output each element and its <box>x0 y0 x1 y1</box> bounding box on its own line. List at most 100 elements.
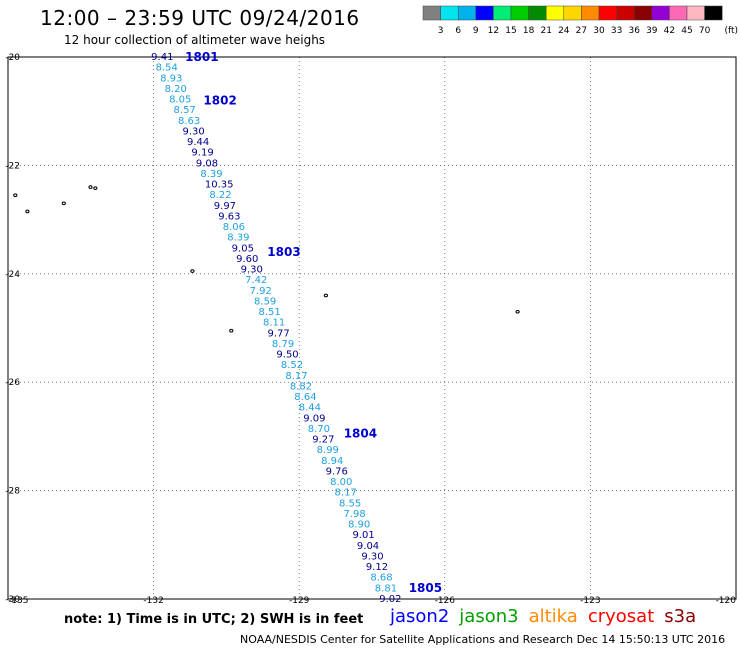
swh-value-label: 8.11 <box>263 318 285 329</box>
colorbar-label: 15 <box>505 26 516 36</box>
swh-value-label: 8.39 <box>200 169 222 180</box>
swh-value-label: 9.08 <box>196 158 218 169</box>
swh-value-label: 8.44 <box>299 403 321 414</box>
colorbar-label: 27 <box>576 26 587 36</box>
longitude-label: -120 <box>716 596 737 606</box>
swh-value-label: 9.63 <box>218 211 240 222</box>
swh-value-label: 8.05 <box>169 95 191 106</box>
swh-value-label: 9.09 <box>303 413 325 424</box>
footer-note: note: 1) Time is in UTC; 2) SWH is in fe… <box>64 612 364 627</box>
swh-value-label: 9.12 <box>366 562 388 573</box>
swh-value-label: 8.99 <box>317 445 339 456</box>
island-outline <box>13 193 18 198</box>
satellite-legend-jason2: jason2 <box>390 606 450 627</box>
swh-value-label: 8.55 <box>339 498 361 509</box>
latitude-label: -30 <box>5 595 20 605</box>
swh-value-label: 9.97 <box>214 201 236 212</box>
longitude-label: -132 <box>143 596 163 606</box>
swh-value-label: 9.44 <box>187 137 209 148</box>
longitude-label: -135 <box>8 596 28 606</box>
colorbar-label: 9 <box>473 26 479 36</box>
map-title: 12:00 – 23:59 UTC 09/24/2016 <box>40 6 360 30</box>
swh-value-label: 8.17 <box>335 488 357 499</box>
swh-value-label: 8.20 <box>165 84 187 95</box>
island-outline <box>229 328 234 333</box>
swh-value-label: 9.30 <box>182 126 204 137</box>
latitude-label: -20 <box>5 53 20 63</box>
island-outline <box>323 293 328 298</box>
swh-value-label: 8.22 <box>209 190 231 201</box>
swh-value-label: 8.06 <box>223 222 245 233</box>
swh-value-label: 8.79 <box>272 339 294 350</box>
time-marker-label: 1802 <box>203 93 236 107</box>
swh-value-label: 8.17 <box>285 371 307 382</box>
swh-value-label: 9.60 <box>236 254 258 265</box>
swh-value-label: 8.59 <box>254 296 276 307</box>
latitude-label: -24 <box>5 270 20 280</box>
colorbar-label: 24 <box>558 26 570 36</box>
colorbar-label: 21 <box>540 26 551 36</box>
swh-value-label: 8.57 <box>174 105 196 116</box>
latitude-label: -28 <box>5 487 20 497</box>
satellite-legend-cryosat: cryosat <box>587 606 655 627</box>
swh-value-label: 9.27 <box>312 435 334 446</box>
colorbar-label: 18 <box>523 26 535 36</box>
swh-value-label: 8.54 <box>156 63 178 74</box>
satellite-legend-jason3: jason3 <box>459 606 519 627</box>
swh-value-label: 8.90 <box>348 520 370 531</box>
swh-value-label: 7.98 <box>343 509 365 520</box>
swh-value-label: 9.77 <box>267 328 289 339</box>
swh-value-label: 8.52 <box>281 360 303 371</box>
swh-value-label: 8.63 <box>178 116 200 127</box>
swh-value-label: 9.50 <box>276 350 298 361</box>
swh-value-label: 8.82 <box>290 381 312 392</box>
swh-value-label: 8.94 <box>321 456 343 467</box>
satellite-legend-s3a: s3a <box>664 606 697 627</box>
longitude-label: -123 <box>580 596 600 606</box>
colorbar-label: 3 <box>438 26 444 36</box>
time-marker-label: 1803 <box>267 245 300 259</box>
swh-value-label: 8.93 <box>160 73 182 84</box>
colorbar-label: 33 <box>611 26 622 36</box>
swh-value-label: 9.01 <box>352 530 374 541</box>
latitude-label: -22 <box>5 161 20 171</box>
longitude-label: -129 <box>289 596 310 606</box>
satellite-legend: jason2 jason3 altika cryosat s3a <box>390 606 706 627</box>
swh-value-label: 9.30 <box>241 265 263 276</box>
island-outline <box>190 269 195 273</box>
swh-value-label: 9.04 <box>357 541 379 552</box>
colorbar-label: 30 <box>593 26 605 36</box>
swh-value-label: 8.00 <box>330 477 352 488</box>
swh-value-label: 10.35 <box>205 180 234 191</box>
swh-value-label: 8.51 <box>259 307 281 318</box>
satellite-legend-altika: altika <box>528 606 578 627</box>
swh-value-label: 7.92 <box>250 286 272 297</box>
colorbar-swatch <box>704 5 723 21</box>
latitude-label: -26 <box>5 378 20 388</box>
swh-value-label: 8.70 <box>308 424 330 435</box>
map-frame <box>7 56 737 600</box>
swh-value-label: 9.19 <box>191 148 213 159</box>
colorbar-label: 45 <box>681 26 692 36</box>
island-outline <box>515 309 520 314</box>
color-scale-legend: 3 6 9 12 15 18 21 24 27 30 33 36 39 42 45 70 (ft) <box>422 5 738 36</box>
wave-height-map: -20 -22 -24 -26 -28 -30-135 -132 -129 -126 -123 -1… <box>5 50 737 606</box>
island-outline <box>61 201 66 206</box>
swh-value-label: 8.39 <box>227 233 249 244</box>
swh-value-label: 8.64 <box>294 392 316 403</box>
swh-value-label: 9.76 <box>326 466 348 477</box>
colorbar-label: 70 <box>699 26 711 36</box>
time-marker-label: 1804 <box>344 427 377 441</box>
island-outline <box>88 185 93 189</box>
colorbar-label: 12 <box>488 26 499 36</box>
island-outline <box>93 186 98 190</box>
time-marker-label: 1805 <box>409 581 442 595</box>
swh-value-label: 9.30 <box>361 551 383 562</box>
swh-value-label: 8.68 <box>370 573 392 584</box>
colorbar-unit: (ft) <box>724 26 738 36</box>
swh-value-label: 9.41 <box>151 52 173 63</box>
swh-value-label: 9.05 <box>232 243 254 254</box>
longitude-label: -126 <box>435 596 456 606</box>
swh-value-label: 7.42 <box>245 275 267 286</box>
colorbar-label: 42 <box>664 26 675 36</box>
